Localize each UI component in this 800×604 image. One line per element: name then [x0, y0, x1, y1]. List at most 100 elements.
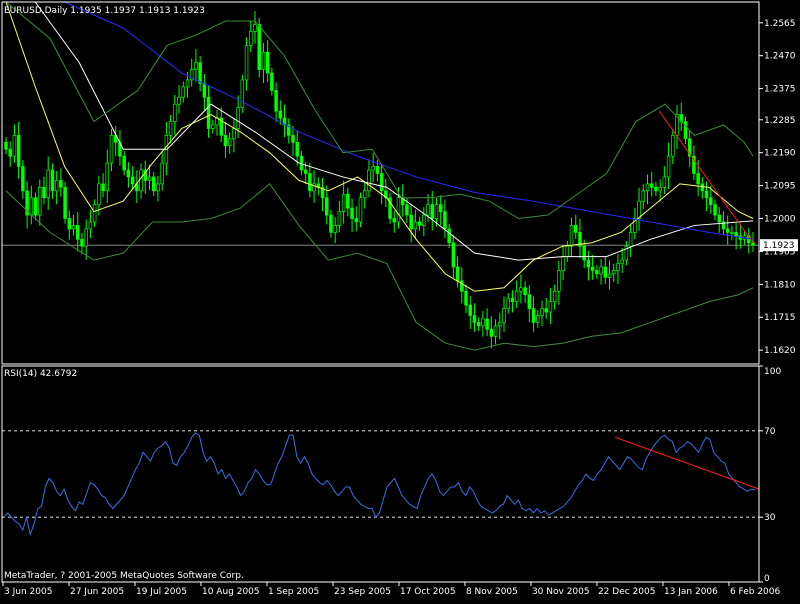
candle-body [713, 204, 717, 216]
candle-body [75, 225, 80, 240]
candle-body [320, 186, 325, 199]
candle-body [481, 318, 485, 327]
price-y-tick-label: 1.2000 [764, 215, 796, 225]
candle-body [409, 214, 413, 230]
x-axis-tick-label: 23 Sep 2005 [334, 587, 391, 597]
candle-body [447, 228, 451, 244]
candle-body [582, 245, 586, 261]
candle-body [536, 315, 540, 323]
rsi-y-tick-label: 70 [764, 427, 776, 437]
price-pane[interactable] [2, 1, 759, 351]
candle-body [88, 221, 93, 230]
candle-body [569, 225, 574, 247]
candle-body [371, 166, 375, 171]
rsi-pane-frame [1, 365, 760, 583]
candle-body [611, 270, 616, 275]
candle-body [687, 138, 692, 157]
current-price-tag-label: 1.1923 [763, 241, 795, 251]
candle-body [700, 183, 705, 192]
candle-body [84, 228, 88, 247]
candle-body [236, 107, 240, 129]
candle-body [354, 218, 359, 223]
ma-mid-white-line [34, 1, 754, 261]
candle-body [97, 183, 101, 206]
candle-body [472, 315, 477, 323]
candle-body [734, 232, 738, 237]
candle-body [219, 117, 223, 136]
candle-body [291, 135, 295, 143]
candle-body [476, 322, 481, 327]
candle-body [671, 135, 675, 157]
candle-body [455, 266, 460, 282]
candle-body [599, 266, 603, 275]
candle-body [185, 79, 190, 88]
candle-body [704, 190, 709, 199]
candle-body [658, 186, 662, 192]
candle-body [367, 169, 371, 192]
candle-body [33, 197, 38, 216]
candle-body [194, 62, 198, 70]
copyright-text: MetaTrader, ? 2001-2005 MetaQuotes Softw… [4, 571, 244, 581]
rsi-y-tick-label: 100 [764, 367, 781, 377]
candle-body [527, 294, 532, 309]
candle-body [168, 121, 173, 136]
candle-body [160, 162, 164, 185]
candle-body [173, 103, 177, 122]
price-y-tick-label: 1.1620 [764, 346, 796, 356]
candle-body [333, 225, 337, 233]
candle-body [375, 166, 380, 174]
price-trendlineline [658, 110, 754, 244]
candle-body [649, 183, 654, 188]
candle-body [443, 211, 447, 230]
candle-body [189, 69, 194, 81]
candle-body [451, 242, 456, 268]
candle-body [514, 290, 519, 302]
x-axis-tick-label: 17 Oct 2005 [400, 587, 456, 597]
candle-body [274, 89, 278, 112]
price-y-tick-label: 1.2095 [764, 182, 796, 192]
candle-body [460, 280, 464, 292]
candle-body [282, 117, 287, 126]
candle-body [413, 221, 418, 230]
rsi-pane[interactable] [2, 430, 760, 537]
price-y-tick-label: 1.1905 [764, 247, 796, 257]
candle-body [249, 31, 253, 46]
candle-body [590, 266, 595, 271]
candle-body [523, 287, 527, 296]
candle-body [303, 169, 308, 174]
candle-body [278, 110, 283, 119]
candle-body [358, 197, 363, 223]
candle-body [265, 51, 270, 74]
candle-body [4, 141, 8, 150]
candle-body [430, 204, 435, 219]
candle-body [417, 221, 422, 226]
candle-body [637, 200, 641, 219]
x-axis-tick-label: 19 Jul 2005 [136, 587, 187, 597]
candle-body [337, 211, 342, 226]
price-y-tick-label: 1.2190 [764, 149, 796, 159]
price-y-tick-label: 1.1810 [764, 280, 796, 290]
candle-body [595, 270, 599, 275]
candle-body [202, 83, 207, 98]
price-pane-frame [1, 1, 760, 365]
candle-body [544, 308, 548, 313]
candle-body [126, 169, 131, 178]
candle-body [151, 176, 156, 192]
candle-body [71, 225, 76, 230]
x-axis-tick-label: 1 Sep 2005 [268, 587, 319, 597]
ma-slow-blue-line [6, 1, 754, 240]
price-y-tick-label: 1.2470 [764, 52, 796, 62]
candle-body [8, 148, 12, 157]
candle-body [717, 214, 721, 223]
candle-body [63, 186, 67, 219]
candle-body [633, 218, 637, 233]
candle-body [498, 322, 502, 327]
x-axis-tick-label: 22 Dec 2005 [598, 587, 656, 597]
candle-body [641, 190, 646, 202]
candle-body [628, 232, 633, 247]
candle-body [493, 325, 498, 337]
candle-body [346, 193, 350, 209]
candle-body [156, 183, 160, 192]
